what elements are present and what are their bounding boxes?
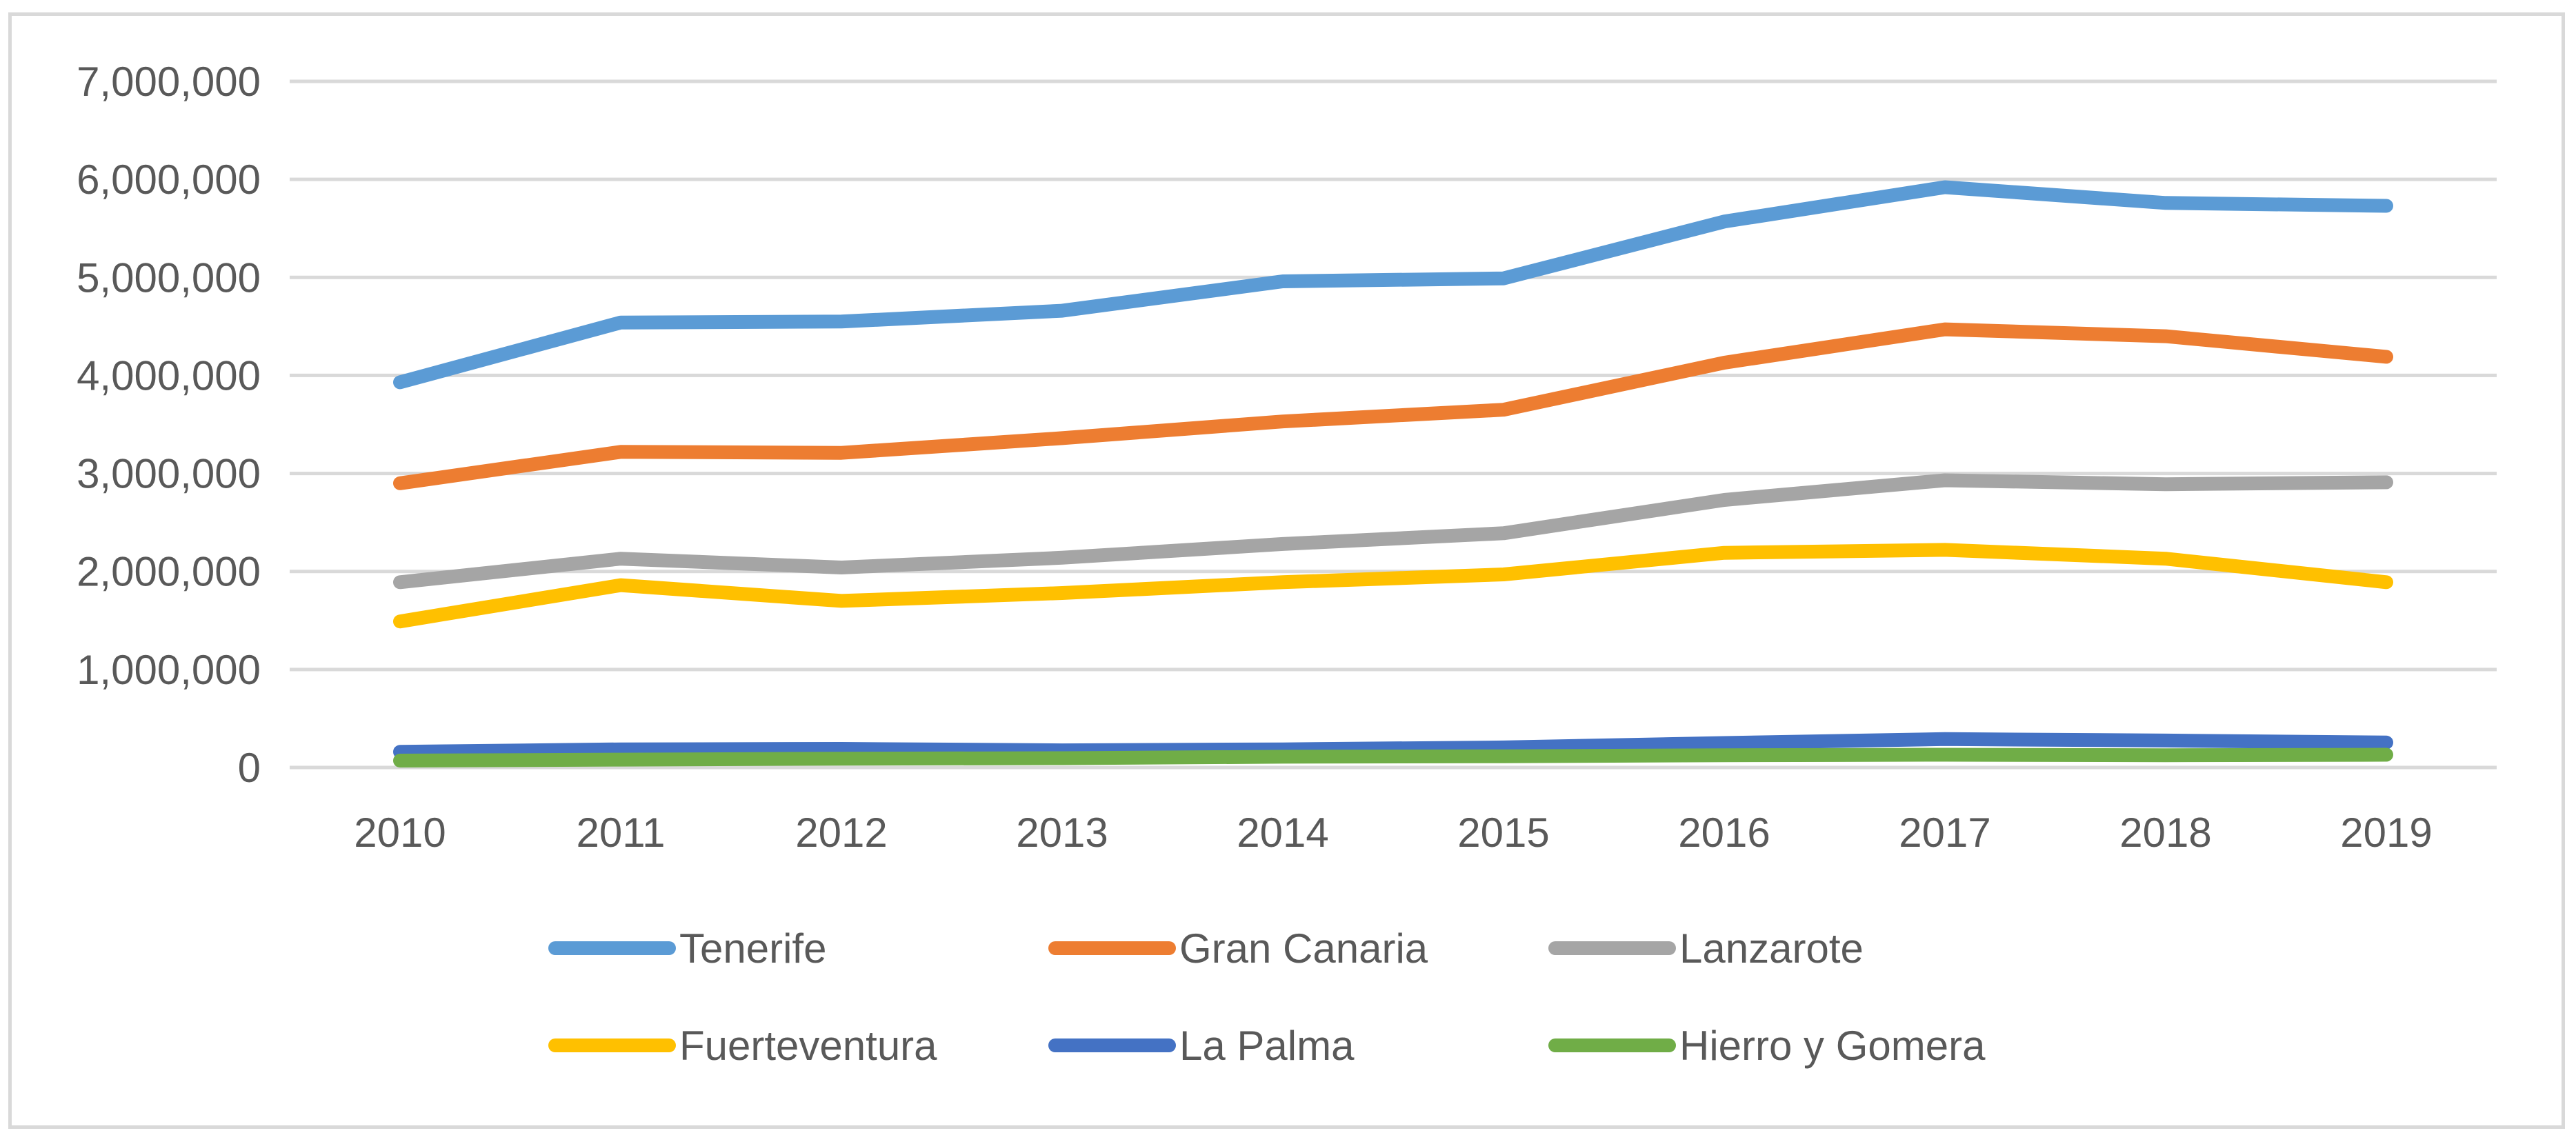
x-tick-label: 2012 (795, 810, 887, 856)
x-tick-label: 2011 (576, 810, 665, 856)
x-tick-label: 2016 (1678, 810, 1770, 856)
series-line-tenerife (393, 180, 2393, 390)
series-line-fuerteventura (393, 543, 2393, 629)
y-tick-label: 5,000,000 (77, 254, 261, 301)
legend-label: Hierro y Gomera (1679, 1023, 1986, 1069)
series-line-la-palma (393, 732, 2393, 759)
x-tick-label: 2010 (354, 810, 446, 856)
legend: Tenerife Gran Canaria Lanzarote Fuerteventu… (548, 925, 1986, 1069)
legend-item-fuerteventura: Fuerteventura (548, 1023, 937, 1069)
series-lines (393, 180, 2393, 767)
legend-label: La Palma (1179, 1023, 1355, 1069)
y-tick-label: 7,000,000 (77, 59, 261, 105)
legend-label: Fuerteventura (679, 1023, 937, 1069)
legend-item-hierro-y-gomera: Hierro y Gomera (1548, 1023, 1986, 1069)
y-axis-tick-labels: 0 1,000,000 2,000,000 3,000,000 4,000,000 5,0… (77, 59, 261, 791)
x-tick-label: 2014 (1237, 810, 1328, 856)
x-axis-tick-labels: 2010 2011 2012 2013 2014 2015 2016 2017 2018 2019 (354, 810, 2432, 856)
legend-label: Lanzarote (1679, 925, 1864, 972)
series-line-gran-canaria (393, 322, 2393, 490)
x-tick-label: 2018 (2119, 810, 2211, 856)
gridlines (290, 79, 2497, 770)
y-tick-label: 0 (238, 745, 261, 791)
y-tick-label: 2,000,000 (77, 549, 261, 595)
y-tick-label: 1,000,000 (77, 647, 261, 693)
y-tick-label: 4,000,000 (77, 352, 261, 399)
legend-item-gran-canaria: Gran Canaria (1048, 925, 1428, 972)
x-tick-label: 2017 (1899, 810, 1990, 856)
legend-item-lanzarote: Lanzarote (1548, 925, 1864, 972)
legend-item-tenerife: Tenerife (548, 925, 826, 972)
legend-label: Tenerife (679, 925, 826, 972)
series-line-lanzarote (393, 473, 2393, 590)
series-line-hierro-y-gomera (393, 747, 2393, 767)
legend-label: Gran Canaria (1179, 925, 1428, 972)
x-tick-label: 2019 (2340, 810, 2432, 856)
y-tick-label: 3,000,000 (77, 451, 261, 497)
x-tick-label: 2013 (1016, 810, 1108, 856)
x-tick-label: 2015 (1457, 810, 1549, 856)
y-tick-label: 6,000,000 (77, 157, 261, 203)
legend-item-la-palma: La Palma (1048, 1023, 1355, 1069)
